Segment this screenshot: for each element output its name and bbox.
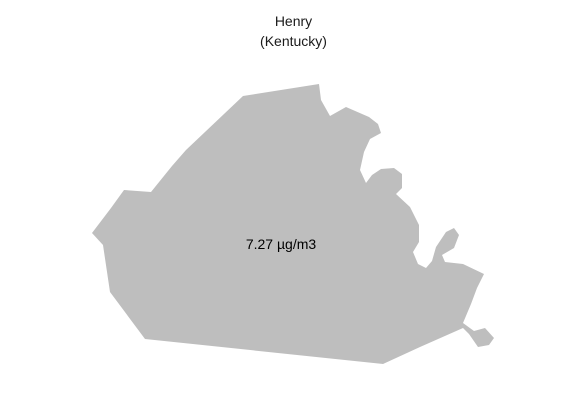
county-shape-henry	[92, 84, 494, 364]
county-value-label: 7.27 µg/m3	[245, 236, 317, 252]
map-title: Henry	[274, 13, 313, 29]
map-subtitle: (Kentucky)	[260, 33, 327, 49]
map-title-block: Henry (Kentucky)	[0, 11, 587, 51]
